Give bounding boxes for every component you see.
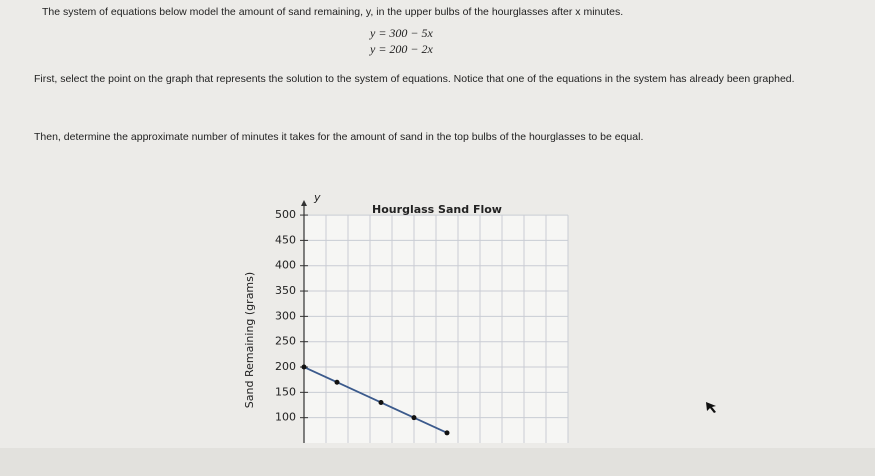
instruction-text: First, select the point on the graph tha… [34, 73, 795, 85]
y-tick-label: 250 [275, 335, 296, 348]
chart-title: Hourglass Sand Flow [372, 203, 502, 216]
data-point [444, 430, 450, 436]
axis-symbol: y [313, 191, 321, 204]
y-tick-label: 100 [275, 411, 296, 424]
y-tick-label: 150 [275, 385, 296, 398]
equation: y = 300 − 5x [370, 26, 433, 40]
footer-bar [0, 448, 875, 476]
data-point [378, 399, 384, 405]
y-tick-label: 400 [275, 259, 296, 272]
cursor [706, 402, 716, 413]
y-tick-label: 200 [275, 360, 296, 373]
y-tick-label: 450 [275, 233, 296, 246]
equation: y = 200 − 2x [370, 42, 433, 56]
y-axis-label: Sand Remaining (grams) [243, 272, 256, 408]
data-point [334, 379, 340, 385]
axis-arrow [301, 200, 307, 206]
data-point [301, 364, 307, 370]
y-tick-label: 350 [275, 284, 296, 297]
instruction-text: Then, determine the approximate number o… [34, 131, 644, 143]
y-tick-label: 300 [275, 309, 296, 322]
y-tick-label: 500 [275, 208, 296, 221]
data-point [411, 415, 417, 421]
intro-text: The system of equations below model the … [42, 6, 624, 18]
